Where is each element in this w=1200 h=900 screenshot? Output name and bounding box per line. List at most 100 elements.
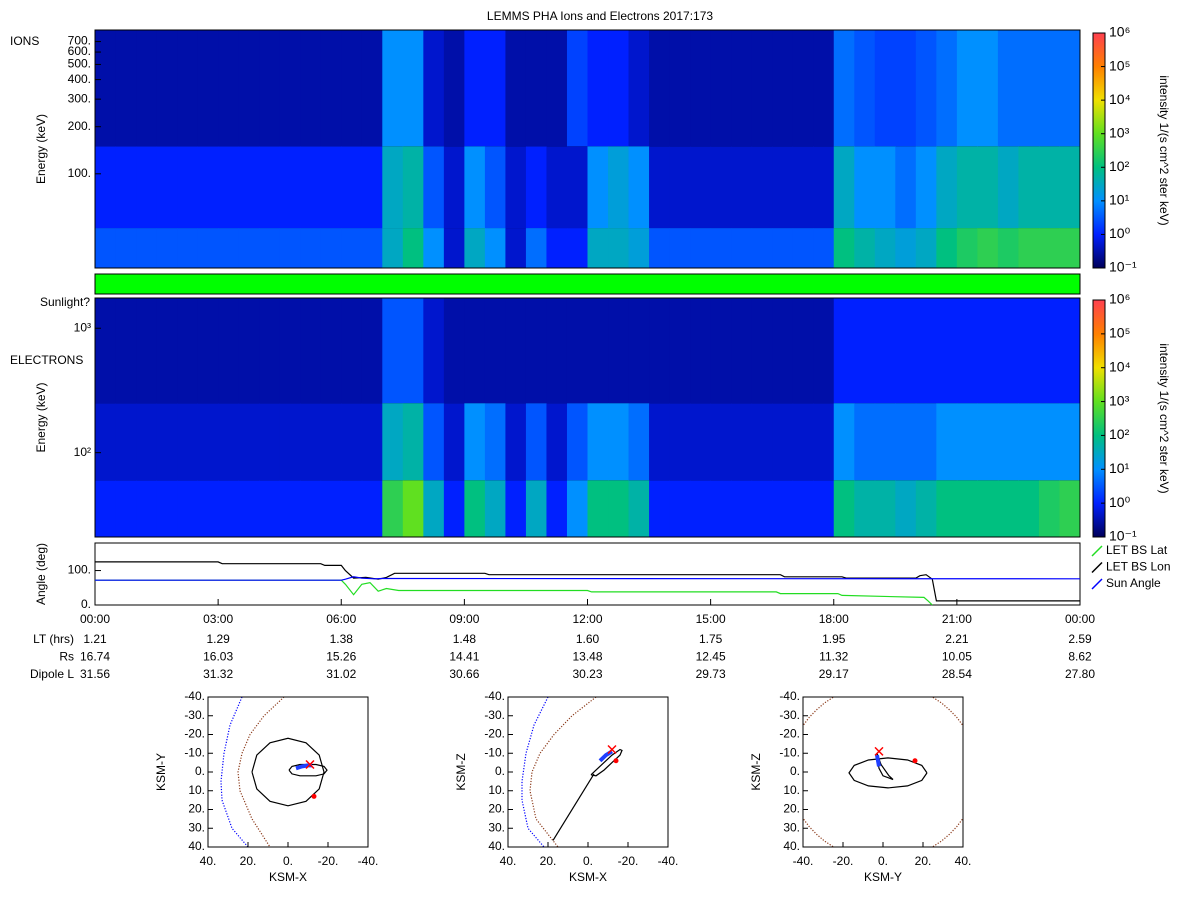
heat-cell <box>136 228 157 268</box>
heat-cell <box>484 228 506 268</box>
heat-cell <box>833 403 855 481</box>
x-tick-label: 09:00 <box>449 612 479 626</box>
heat-cell <box>546 298 568 404</box>
y-axis-label: Energy (keV) <box>34 382 48 452</box>
heat-cell <box>710 480 732 537</box>
table-cell: 16.74 <box>80 650 110 664</box>
heat-cell <box>320 228 342 268</box>
series-line <box>95 579 933 606</box>
heat-cell <box>177 228 199 268</box>
legend-label: Sun Angle <box>1106 576 1161 590</box>
heat-cell <box>464 228 486 268</box>
heat-cell <box>156 298 178 404</box>
heat-cell <box>238 228 260 268</box>
heat-cell <box>546 146 568 229</box>
heat-cell <box>751 30 773 147</box>
heat-cell <box>177 480 199 537</box>
heat-cell <box>300 480 322 537</box>
heat-cell <box>279 228 301 268</box>
heat-cell <box>854 228 876 268</box>
heat-cell <box>115 298 137 404</box>
legend-label: LET BS Lat <box>1106 543 1168 557</box>
heat-cell <box>546 30 568 147</box>
heat-cell <box>690 298 712 404</box>
table-cell: 27.80 <box>1065 667 1095 681</box>
x-tick-label: 40. <box>500 854 517 868</box>
heat-cell <box>813 146 835 229</box>
heat-cell <box>279 480 301 537</box>
heat-cell <box>464 298 486 404</box>
table-cell: 31.02 <box>326 667 356 681</box>
heat-cell <box>361 146 383 229</box>
heat-cell <box>874 30 896 147</box>
table-cell: 1.75 <box>699 632 723 646</box>
x-tick-label: 0. <box>583 854 593 868</box>
y-tick-label: -10. <box>484 745 505 759</box>
heat-cell <box>361 228 383 268</box>
heat-cell <box>792 30 814 147</box>
heat-cell <box>546 403 568 481</box>
orbit-plot <box>521 697 623 847</box>
y-axis-label: Energy (keV) <box>34 114 48 184</box>
heat-cell <box>218 30 240 147</box>
heat-cell <box>792 298 814 404</box>
plot-background <box>508 697 668 847</box>
heat-cell <box>320 480 342 537</box>
heat-cell <box>731 298 753 404</box>
heat-cell <box>997 228 1019 268</box>
y-axis-label: KSM-Y <box>154 753 168 791</box>
heat-cell <box>833 146 855 229</box>
table-cell: 30.66 <box>449 667 479 681</box>
heat-cell <box>464 480 486 537</box>
heat-cell <box>1038 228 1060 268</box>
heat-cell <box>1018 228 1040 268</box>
orbit-line <box>848 757 928 789</box>
colorbar-tick-label: 10³ <box>1109 124 1130 140</box>
heat-cell <box>997 403 1019 481</box>
table-cell: 1.21 <box>83 632 107 646</box>
row-label: LT (hrs) <box>33 632 74 646</box>
heat-cell <box>895 298 917 404</box>
heat-cell <box>443 480 465 537</box>
heat-cell <box>361 30 383 147</box>
heat-cell <box>115 480 137 537</box>
heat-cell <box>382 228 404 268</box>
x-tick-label: 21:00 <box>942 612 972 626</box>
orbit-line <box>598 749 614 763</box>
heat-cell <box>977 30 999 147</box>
orbit-line <box>552 773 595 841</box>
heat-cell <box>1018 480 1040 537</box>
heat-cell <box>115 30 137 147</box>
heat-cell <box>1018 146 1040 229</box>
heat-cell <box>525 298 547 404</box>
heat-cell <box>587 30 609 147</box>
table-cell: 16.03 <box>203 650 233 664</box>
heat-cell <box>731 228 753 268</box>
heat-cell <box>977 480 999 537</box>
heat-cell <box>525 146 547 229</box>
table-cell: 31.32 <box>203 667 233 681</box>
colorbar-tick-label: 10⁵ <box>1109 325 1130 341</box>
x-tick-label: 20. <box>540 854 557 868</box>
y-tick-label: 0. <box>790 764 800 778</box>
heat-cell <box>505 403 527 481</box>
heat-cell <box>279 30 301 147</box>
heat-cell <box>484 30 506 147</box>
heat-cell <box>854 298 876 404</box>
heat-cell <box>1038 403 1060 481</box>
heat-cell <box>936 228 958 268</box>
heat-cell <box>115 228 137 268</box>
heat-cell <box>218 403 240 481</box>
heat-cell <box>915 146 937 229</box>
heat-cell <box>915 30 937 147</box>
heat-cell <box>649 146 670 229</box>
heat-cell <box>566 480 588 537</box>
table-cell: 28.54 <box>942 667 972 681</box>
heat-cell <box>484 403 506 481</box>
y-tick-label: 100. <box>68 563 91 577</box>
colorbar-tick-label: 10³ <box>1109 392 1130 408</box>
heat-cell <box>628 298 650 404</box>
heat-cell <box>977 146 999 229</box>
heat-cell <box>792 403 814 481</box>
heat-cell <box>484 298 506 404</box>
